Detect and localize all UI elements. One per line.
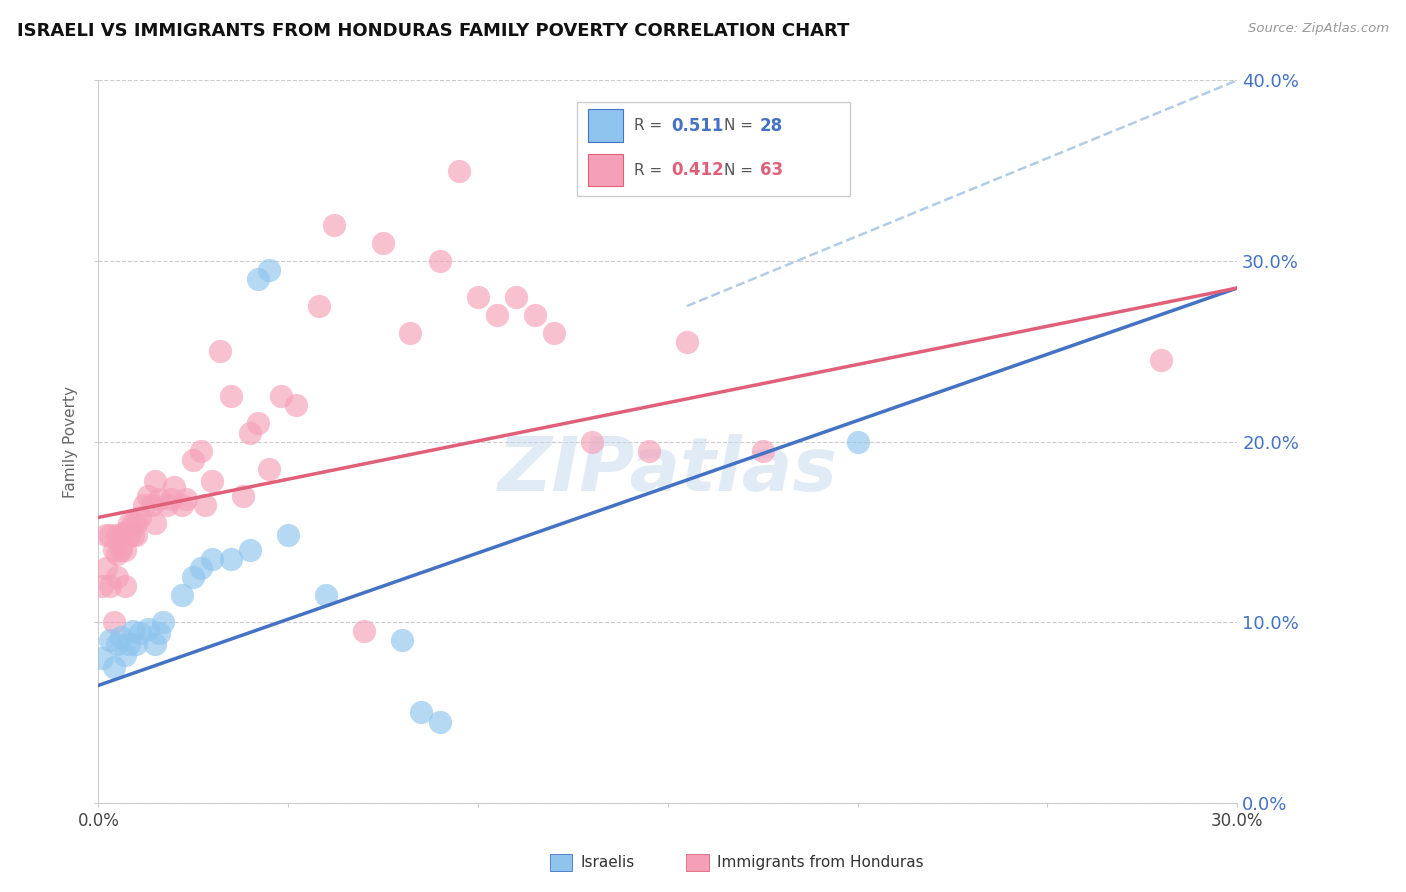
Point <box>308 299 330 313</box>
Point <box>315 588 337 602</box>
Point <box>91 651 114 665</box>
Point <box>125 516 148 530</box>
Point <box>581 434 603 449</box>
Point <box>239 542 262 557</box>
Point <box>98 633 121 648</box>
Text: ISRAELI VS IMMIGRANTS FROM HONDURAS FAMILY POVERTY CORRELATION CHART: ISRAELI VS IMMIGRANTS FROM HONDURAS FAMI… <box>17 22 849 40</box>
Point <box>129 626 152 640</box>
Point <box>543 326 565 340</box>
Point <box>125 528 148 542</box>
Point <box>110 539 132 553</box>
Point <box>170 498 193 512</box>
Point <box>114 542 136 557</box>
Point <box>284 398 307 412</box>
Point <box>163 480 186 494</box>
Point <box>114 524 136 539</box>
Point <box>94 528 117 542</box>
Point <box>429 254 451 268</box>
Point <box>190 443 212 458</box>
Point <box>170 588 193 602</box>
Point <box>449 163 471 178</box>
Point <box>118 637 141 651</box>
Point <box>148 492 170 507</box>
Point <box>221 389 243 403</box>
Point <box>411 706 433 720</box>
Point <box>110 542 132 557</box>
Point <box>148 626 170 640</box>
Point <box>121 516 143 530</box>
Point <box>174 492 197 507</box>
Point <box>145 637 167 651</box>
Point <box>156 498 179 512</box>
Point <box>232 489 254 503</box>
Point <box>398 326 420 340</box>
Point <box>371 235 394 250</box>
Point <box>752 443 775 458</box>
Point <box>183 570 205 584</box>
Point <box>114 579 136 593</box>
Point <box>322 218 344 232</box>
Point <box>246 272 269 286</box>
Point <box>505 290 527 304</box>
Point <box>118 528 141 542</box>
Point <box>110 528 132 542</box>
Point <box>259 263 281 277</box>
Point <box>208 344 231 359</box>
Point <box>91 579 114 593</box>
Point <box>141 498 163 512</box>
Point <box>121 624 143 639</box>
Point <box>152 615 174 630</box>
Point <box>676 335 699 350</box>
Point <box>391 633 413 648</box>
Point <box>486 308 509 322</box>
Point <box>136 623 159 637</box>
Point <box>136 489 159 503</box>
Point <box>98 579 121 593</box>
Point <box>353 624 375 639</box>
Point <box>524 308 547 322</box>
Point <box>467 290 489 304</box>
Text: Immigrants from Honduras: Immigrants from Honduras <box>717 855 924 870</box>
Point <box>145 475 167 489</box>
Y-axis label: Family Poverty: Family Poverty <box>63 385 79 498</box>
Point <box>239 425 262 440</box>
Point <box>107 637 129 651</box>
Text: Source: ZipAtlas.com: Source: ZipAtlas.com <box>1249 22 1389 36</box>
Point <box>246 417 269 431</box>
Point <box>201 475 224 489</box>
Point <box>183 452 205 467</box>
Point <box>132 498 155 512</box>
Point <box>277 528 299 542</box>
Point <box>259 461 281 475</box>
Point <box>270 389 292 403</box>
Point <box>103 615 125 630</box>
Point <box>194 498 217 512</box>
Point <box>103 542 125 557</box>
Point <box>1150 353 1173 368</box>
Point <box>190 561 212 575</box>
Point <box>638 443 661 458</box>
Point <box>145 516 167 530</box>
Point <box>429 714 451 729</box>
Point <box>107 570 129 584</box>
Point <box>114 648 136 662</box>
Text: Israelis: Israelis <box>581 855 636 870</box>
Point <box>118 516 141 530</box>
Point <box>221 552 243 566</box>
Point <box>159 492 181 507</box>
Point <box>103 660 125 674</box>
Point <box>98 528 121 542</box>
Point <box>121 528 143 542</box>
Text: ZIPatlas: ZIPatlas <box>498 434 838 507</box>
Point <box>129 510 152 524</box>
Point <box>94 561 117 575</box>
Point <box>107 547 129 561</box>
Point <box>846 434 869 449</box>
Point <box>107 528 129 542</box>
Point <box>125 637 148 651</box>
Point <box>110 630 132 644</box>
Point <box>201 552 224 566</box>
